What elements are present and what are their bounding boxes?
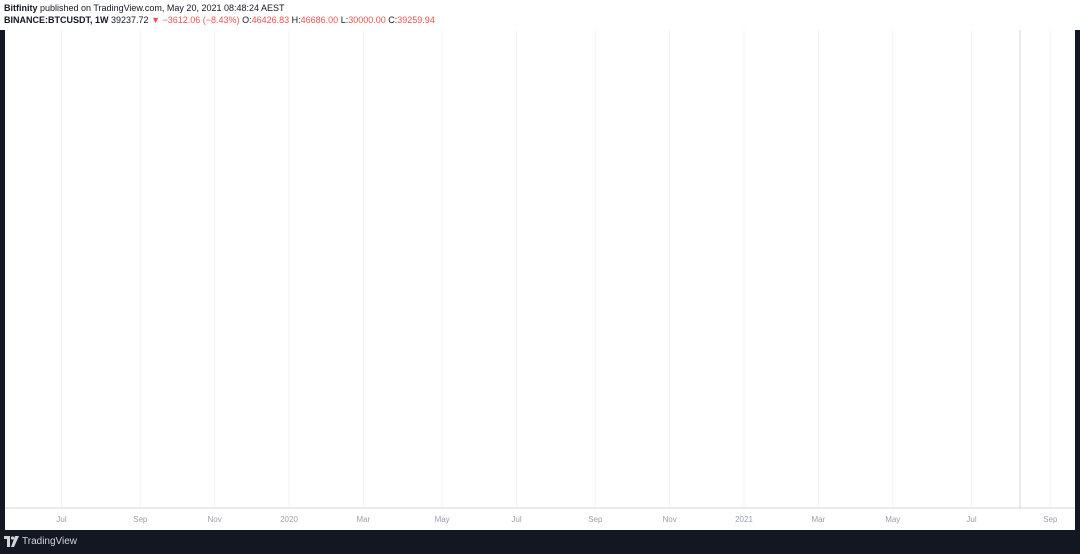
high-value: 46686.00 — [300, 15, 339, 25]
time-tick-label: Nov — [208, 515, 222, 524]
chart-header: Bitfinity published on TradingView.com, … — [0, 0, 1080, 30]
time-tick-label: 2020 — [280, 515, 298, 524]
publish-line: Bitfinity published on TradingView.com, … — [4, 3, 285, 13]
time-tick-label: 2021 — [735, 515, 753, 524]
publisher-name[interactable]: Bitfinity — [4, 3, 38, 13]
time-tick-label: Nov — [663, 515, 677, 524]
tradingview-logo-icon[interactable] — [4, 536, 19, 547]
time-tick-label: Sep — [588, 515, 603, 524]
high-label: H: — [291, 15, 301, 25]
time-tick-label: May — [885, 515, 900, 524]
time-tick-label: Jul — [966, 515, 976, 524]
time-tick-label: May — [435, 515, 450, 524]
time-tick-label: Mar — [811, 515, 825, 524]
low-value: 30000.00 — [348, 15, 386, 25]
symbol-label[interactable]: BINANCE:BTCUSDT, 1W — [4, 15, 109, 25]
time-tick-label: Sep — [133, 515, 148, 524]
candlestick-chart[interactable]: 1125.001450.001900.002500.003200.004200.… — [0, 30, 1080, 530]
time-tick-label: Jul — [511, 515, 521, 524]
open-value: 46426.83 — [251, 15, 290, 25]
tradingview-brand[interactable]: TradingView — [22, 536, 78, 547]
grid-lines — [61, 30, 1051, 508]
time-tick-label: Sep — [1043, 515, 1058, 524]
chart-footer: TradingView — [0, 530, 1080, 554]
published-text: published on TradingView.com, May 20, 20… — [40, 3, 285, 13]
price-change: ▼ −3612.06 (−8.43%) — [151, 15, 240, 25]
time-tick-label: Jul — [56, 515, 66, 524]
open-label: O: — [242, 15, 252, 25]
time-axis[interactable]: Jul Sep Nov 2020 Mar May Jul Sep Nov 2021 Mar May Ju… — [56, 515, 1058, 524]
low-label: L: — [340, 15, 349, 25]
ohlc-line: BINANCE:BTCUSDT, 1W 39237.72 ▼ −3612.06 … — [4, 15, 435, 25]
close-value: 39259.94 — [397, 15, 435, 25]
chart-background — [5, 30, 1075, 530]
close-label: C: — [388, 15, 398, 25]
last-price: 39237.72 — [111, 15, 149, 25]
time-tick-label: Mar — [356, 515, 370, 524]
